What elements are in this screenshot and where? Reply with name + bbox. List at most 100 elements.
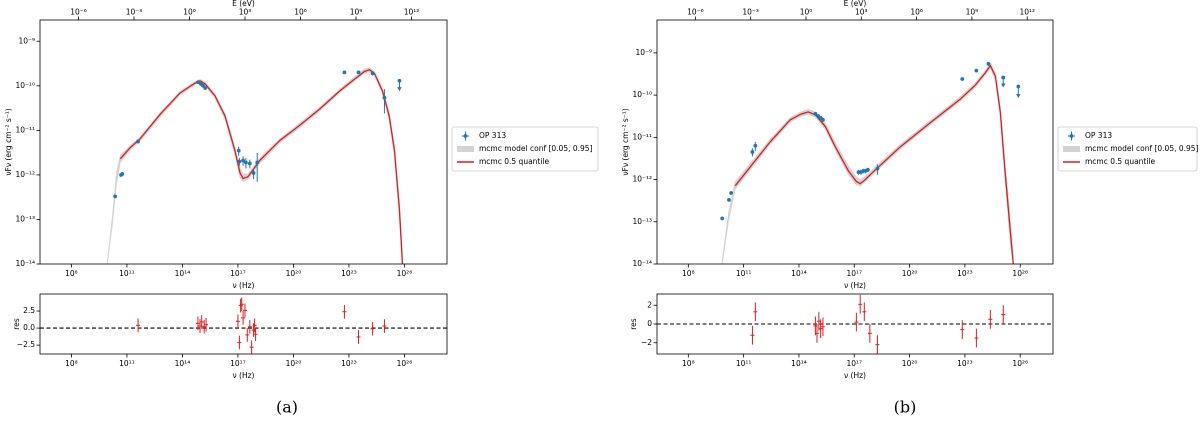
x-axis-label: ν (Hz) xyxy=(232,371,254,380)
axes: 10⁸ 10¹¹ 10¹⁴ 10¹⁷ 10²⁰ 10²³ 10²⁶ 10⁻⁶ 10⁻³ 10⁰ 10… xyxy=(4,0,448,290)
legend-swatch xyxy=(463,134,468,138)
legend-box xyxy=(451,126,599,172)
x-tick-label: 10²⁶ xyxy=(397,359,413,368)
x2-axis-label: E (eV) xyxy=(844,0,867,8)
x2-axis-label: E (eV) xyxy=(232,0,255,8)
x-tick-label: 10¹¹ xyxy=(736,359,752,368)
x-axis-label: ν (Hz) xyxy=(844,371,866,380)
confidence-band xyxy=(721,62,1014,264)
y-axis-label: res xyxy=(629,318,638,330)
y-tick-label: 0.0 xyxy=(23,323,35,332)
x-tick-label: 10¹¹ xyxy=(119,269,135,278)
x-tick-label: 10²³ xyxy=(341,359,357,368)
x-tick-label: 10⁸ xyxy=(682,269,695,278)
x-tick-label: 10¹⁷ xyxy=(230,269,246,278)
y-tick-label: 10⁻¹⁰ xyxy=(632,90,652,99)
caption: (b) xyxy=(894,398,917,417)
legend-label: mcmc model conf [0.05, 0.95] xyxy=(1085,144,1199,153)
x-tick-label: 10²³ xyxy=(957,269,973,278)
axes-frame xyxy=(656,19,1054,265)
axes-frame xyxy=(39,293,448,355)
y-tick-label: 10⁻¹⁰ xyxy=(15,81,35,90)
data-point xyxy=(960,77,965,81)
data-point xyxy=(136,139,140,144)
data-point xyxy=(251,171,256,175)
x-tick-label: 10¹⁴ xyxy=(791,359,807,368)
legend-label: mcmc model conf [0.05, 0.95] xyxy=(479,144,593,153)
y-tick-label: −2 xyxy=(641,338,652,347)
data-point xyxy=(974,68,979,73)
legend-label: OP 313 xyxy=(1085,131,1112,140)
plot-area xyxy=(657,20,1053,264)
data-point xyxy=(866,167,870,172)
data-point xyxy=(196,80,200,85)
data-point xyxy=(1001,75,1006,80)
data-point xyxy=(247,161,252,166)
x-tick-label: 10²⁰ xyxy=(286,359,302,368)
y-tick-label: −2.5 xyxy=(17,340,35,349)
y-tick-label: 0 xyxy=(647,319,652,328)
x2-tick-label: 10⁰ xyxy=(800,8,813,17)
x-tick-label: 10¹⁷ xyxy=(230,359,246,368)
upper-limit-arrow xyxy=(1016,94,1021,99)
legend-label: OP 313 xyxy=(479,131,506,140)
axes: 10⁸ 10¹¹ 10¹⁴ 10¹⁷ 10²⁰ 10²³ 10²⁶ −2 0 2 ν (Hz) res xyxy=(629,293,1054,380)
data-point xyxy=(382,95,387,100)
x-tick-label: 10⁸ xyxy=(65,359,78,368)
x-tick-label: 10⁸ xyxy=(65,269,78,278)
legend-box xyxy=(1057,126,1198,172)
data-point xyxy=(342,70,347,75)
data-point xyxy=(237,159,242,164)
data-point xyxy=(986,61,991,66)
data-point xyxy=(813,111,818,116)
plot-marks xyxy=(720,61,1021,264)
legend-swatch xyxy=(1063,146,1080,152)
data-point xyxy=(244,160,248,165)
data-point xyxy=(821,117,825,122)
data-point xyxy=(750,150,755,154)
x-tick-label: 10¹⁷ xyxy=(846,269,862,278)
legend: OP 313 mcmc model conf [0.05, 0.95] mcmc 0… xyxy=(1057,126,1199,172)
x-tick-label: 10⁸ xyxy=(682,359,695,368)
data-point xyxy=(753,143,758,148)
data-point xyxy=(356,70,361,75)
x-tick-label: 10¹⁴ xyxy=(791,269,807,278)
x2-tick-label: 10⁶ xyxy=(910,8,923,17)
x-tick-label: 10¹⁷ xyxy=(846,359,862,368)
y-tick-label: 10⁻¹³ xyxy=(632,217,652,226)
model-line xyxy=(734,64,1014,264)
x2-tick-label: 10¹² xyxy=(1019,8,1035,17)
x-axis-label: ν (Hz) xyxy=(844,281,866,290)
x2-tick-label: 10⁹ xyxy=(966,8,979,17)
legend-label: mcmc 0.5 quantile xyxy=(1085,157,1156,166)
data-point xyxy=(727,197,731,202)
x-tick-label: 10²⁰ xyxy=(286,269,302,278)
x-axis-label: ν (Hz) xyxy=(232,281,254,290)
x-tick-label: 10²³ xyxy=(341,269,357,278)
y-axis-label: νFν (erg cm⁻² s⁻¹) xyxy=(621,108,630,175)
axes: 10⁸ 10¹¹ 10¹⁴ 10¹⁷ 10²⁰ 10²³ 10²⁶ 10⁻⁶ 10⁻³ 10⁰ 10… xyxy=(621,0,1054,290)
x-tick-label: 10²⁶ xyxy=(397,269,413,278)
x2-tick-label: 10⁶ xyxy=(294,8,307,17)
y-axis-label: νFν (erg cm⁻² s⁻¹) xyxy=(4,108,13,175)
x2-tick-label: 10⁹ xyxy=(350,8,363,17)
data-point xyxy=(875,166,880,171)
data-point xyxy=(113,194,118,199)
data-point xyxy=(120,172,125,176)
y-tick-label: 10⁻¹² xyxy=(632,175,652,184)
data-point xyxy=(236,148,241,153)
data-point xyxy=(1016,84,1021,89)
y-tick-label: 10⁻¹⁴ xyxy=(15,259,35,268)
legend-label: mcmc 0.5 quantile xyxy=(479,157,550,166)
upper-limit-arrow xyxy=(397,87,402,92)
y-tick-label: 10⁻¹⁴ xyxy=(632,259,652,268)
y-tick-label: 10⁻¹³ xyxy=(15,214,35,223)
x2-tick-label: 10⁻⁶ xyxy=(70,8,87,17)
plot-marks xyxy=(657,294,1053,354)
legend-swatch xyxy=(1069,134,1074,138)
x-tick-label: 10¹¹ xyxy=(736,269,752,278)
x-tick-label: 10²⁶ xyxy=(1012,359,1028,368)
x2-tick-label: 10³ xyxy=(239,8,252,17)
